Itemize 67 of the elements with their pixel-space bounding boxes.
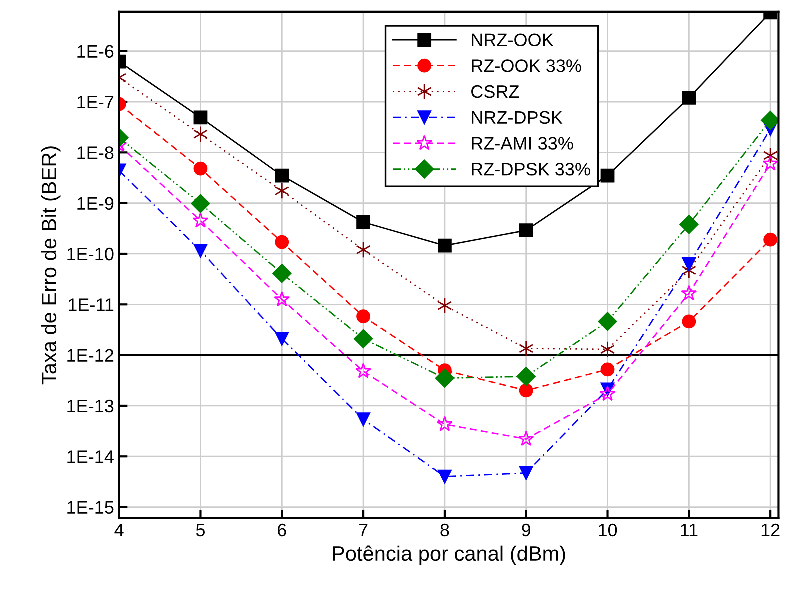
legend-label: RZ-AMI 33%	[472, 137, 574, 150]
point	[438, 470, 452, 484]
x-tick-label: 11	[681, 524, 698, 536]
point	[600, 362, 615, 377]
point	[356, 215, 370, 230]
point	[761, 111, 779, 130]
y-axis-title: Taxa de Erro de Bit (BER)	[41, 146, 61, 385]
x-tick-label: 9	[522, 524, 531, 537]
y-tick-label: 1E-7	[78, 96, 114, 109]
point	[354, 329, 374, 349]
point	[192, 212, 209, 228]
y-tick-label: 1E-14	[68, 450, 114, 464]
point	[191, 194, 210, 214]
x-tick-label: 4	[114, 524, 124, 536]
point	[519, 466, 534, 480]
x-axis-title: Potência por canal (dBm)	[333, 546, 566, 566]
point	[272, 264, 292, 284]
point	[764, 232, 778, 247]
y-tick-label: 1E-10	[68, 248, 114, 261]
point	[356, 310, 370, 324]
point	[438, 238, 452, 253]
point	[516, 367, 536, 386]
point	[274, 182, 290, 200]
y-tick-label: 1E-9	[78, 197, 114, 210]
point	[682, 314, 696, 329]
y-tick-label: 1E-12	[68, 349, 114, 362]
point	[519, 384, 534, 398]
point	[435, 368, 454, 388]
x-tick-label: 12	[762, 524, 780, 536]
point	[194, 244, 208, 258]
legend-label: NRZ-OOK	[472, 34, 554, 46]
y-tick-label: 1E-6	[78, 45, 114, 58]
point	[600, 168, 615, 183]
legend-label: RZ-DPSK 33%	[472, 163, 590, 176]
point	[762, 156, 779, 171]
point	[193, 126, 208, 143]
x-tick-label: 6	[278, 524, 286, 537]
x-tick-label: 10	[599, 524, 618, 537]
y-tick-label: 1E-15	[68, 501, 114, 514]
point	[682, 258, 696, 272]
point	[275, 168, 290, 183]
point	[275, 332, 290, 346]
point	[194, 162, 208, 176]
legend-label: CSRZ	[472, 85, 520, 98]
point	[356, 363, 372, 378]
point	[600, 386, 616, 402]
point	[194, 110, 208, 125]
point	[518, 430, 534, 446]
point	[598, 312, 618, 332]
point	[682, 91, 696, 105]
y-tick-label: 1E-8	[78, 146, 114, 160]
point	[519, 224, 534, 238]
point	[274, 291, 290, 307]
point	[680, 215, 699, 234]
point	[600, 341, 616, 358]
point	[436, 416, 453, 432]
point	[356, 412, 370, 426]
y-tick-label: 1E-11	[68, 298, 114, 312]
x-tick-label: 8	[440, 524, 450, 537]
x-tick-label: 5	[196, 524, 205, 537]
y-tick-label: 1E-13	[68, 400, 114, 413]
legend-label: NRZ-DPSK	[472, 111, 563, 124]
point	[519, 340, 534, 358]
point	[681, 285, 698, 300]
point	[275, 235, 290, 250]
legend-label: RZ-OOK 33%	[472, 60, 582, 72]
x-tick-label: 7	[359, 524, 368, 536]
